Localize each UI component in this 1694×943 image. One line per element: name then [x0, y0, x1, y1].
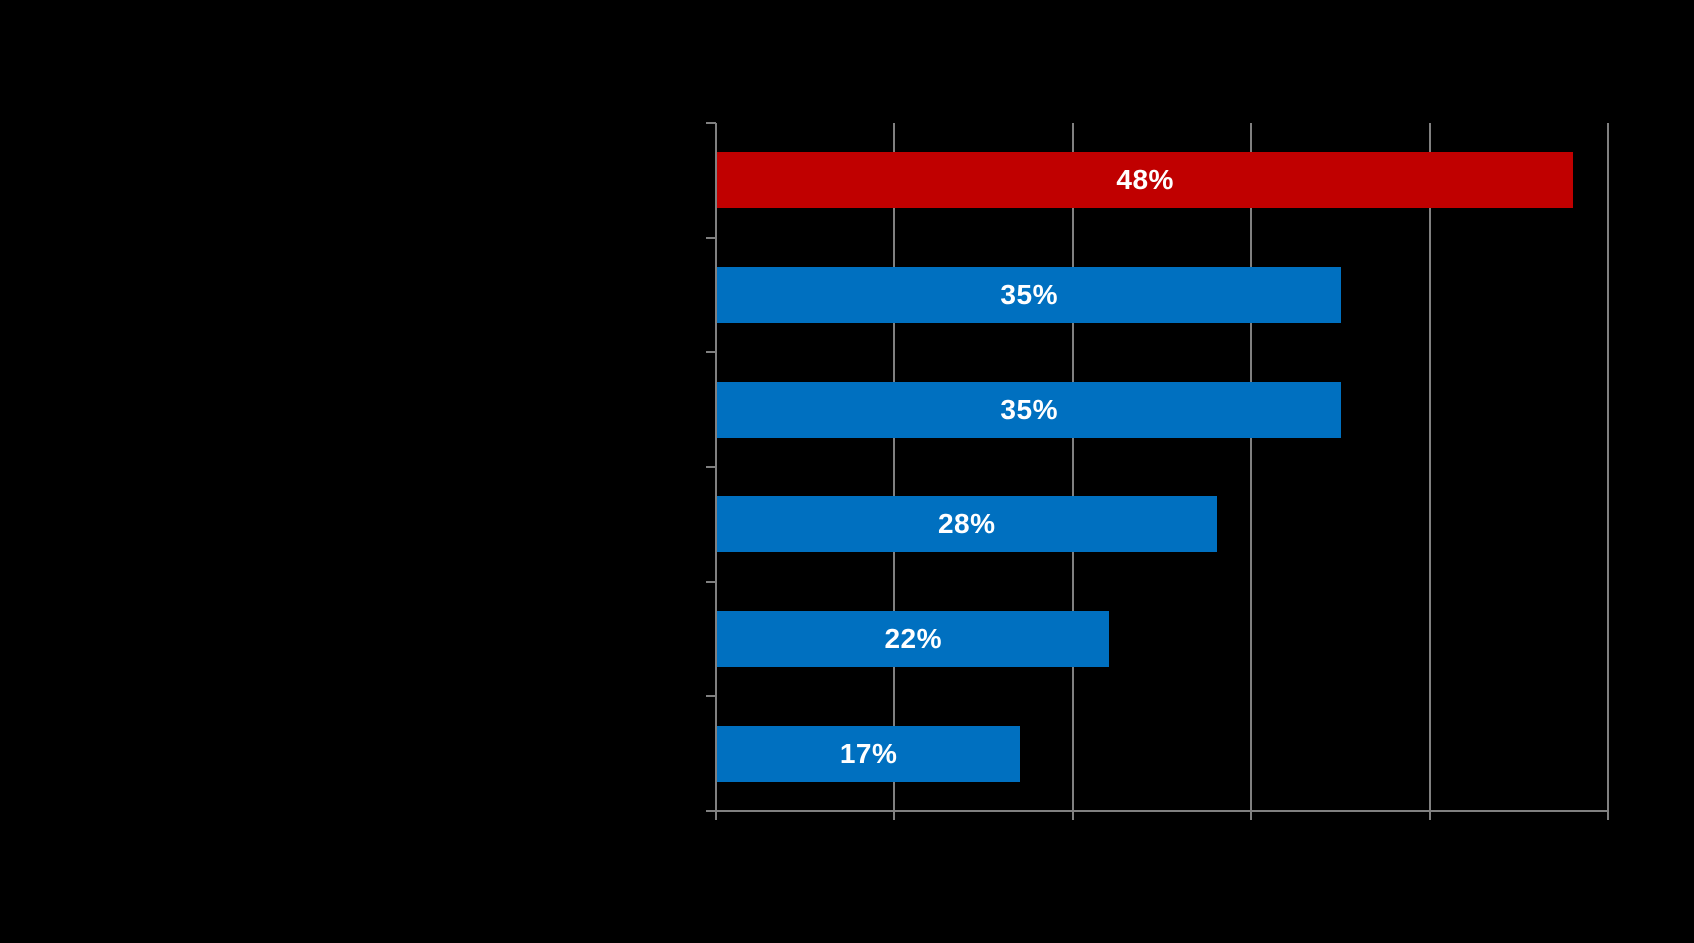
- y-axis-tick: [706, 810, 716, 812]
- bar-data-label: 48%: [1116, 164, 1174, 196]
- x-axis-line: [706, 810, 1609, 812]
- bar: 22%: [717, 611, 1110, 667]
- y-axis-tick: [706, 580, 716, 583]
- bar: 48%: [717, 152, 1574, 209]
- bar: 28%: [717, 496, 1217, 553]
- bar: 17%: [717, 725, 1021, 782]
- gridline: [1428, 123, 1431, 820]
- gridline: [893, 123, 896, 820]
- bar-data-label: 28%: [937, 508, 996, 540]
- bar-data-label: 35%: [1000, 393, 1058, 425]
- y-axis-line: [715, 123, 717, 820]
- bar-data-label: 17%: [839, 737, 898, 769]
- gridline: [1071, 123, 1074, 820]
- bar: 35%: [717, 381, 1342, 438]
- y-axis-tick: [706, 695, 716, 698]
- y-axis-tick: [706, 351, 716, 354]
- y-axis-tick: [706, 122, 716, 124]
- bar-data-label: 35%: [1000, 279, 1058, 310]
- bar: 35%: [717, 267, 1342, 323]
- gridline: [1250, 123, 1253, 820]
- gridline: [1607, 123, 1609, 820]
- bar-data-label: 22%: [884, 623, 942, 654]
- y-axis-tick: [706, 466, 716, 468]
- y-axis-tick: [706, 236, 716, 239]
